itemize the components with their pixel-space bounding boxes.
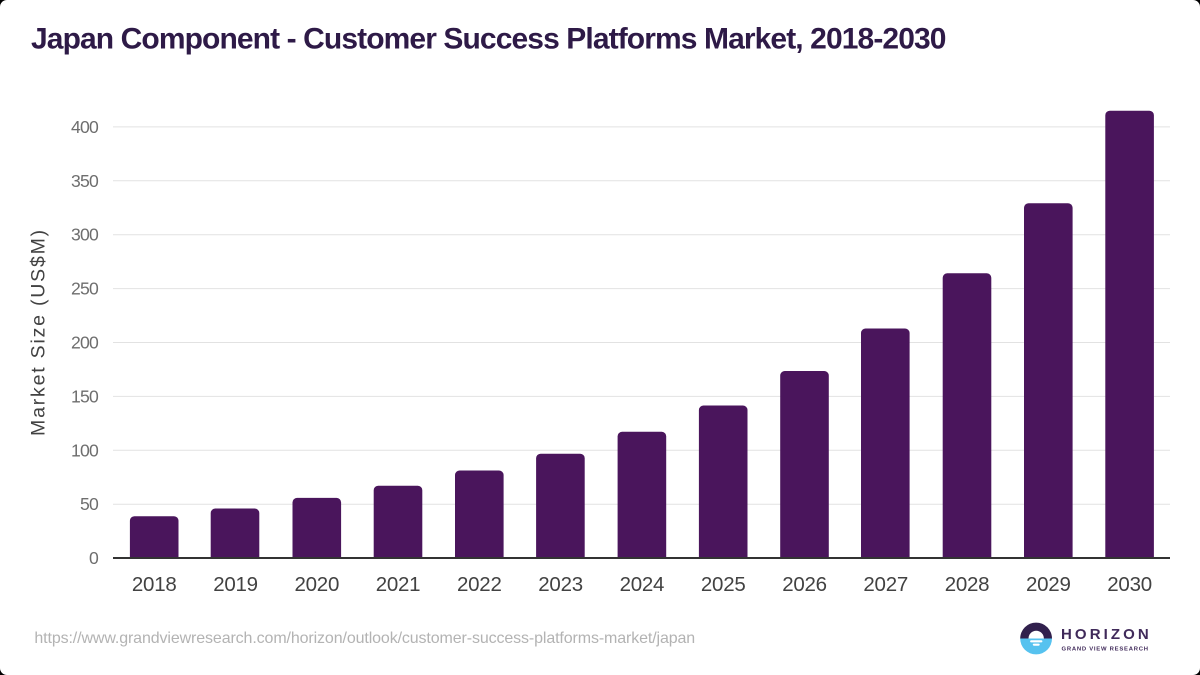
svg-text:GRAND VIEW RESEARCH: GRAND VIEW RESEARCH <box>1062 647 1149 653</box>
svg-text:250: 250 <box>71 279 99 299</box>
svg-text:Japan Component - Customer Suc: Japan Component - Customer Success Platf… <box>31 23 946 56</box>
svg-text:HORIZON: HORIZON <box>1061 626 1152 643</box>
svg-text:2030: 2030 <box>1107 573 1152 596</box>
svg-text:400: 400 <box>71 117 99 137</box>
svg-text:2021: 2021 <box>376 573 421 596</box>
svg-text:300: 300 <box>71 225 99 245</box>
svg-text:2026: 2026 <box>782 573 827 596</box>
svg-text:0: 0 <box>89 548 99 568</box>
svg-text:Market Size (US$M): Market Size (US$M) <box>27 228 49 436</box>
svg-text:350: 350 <box>71 171 99 191</box>
svg-text:2020: 2020 <box>294 573 339 596</box>
svg-text:2027: 2027 <box>863 573 908 596</box>
svg-text:2018: 2018 <box>132 573 177 596</box>
svg-text:2029: 2029 <box>1026 573 1071 596</box>
svg-text:2022: 2022 <box>457 573 502 596</box>
svg-text:2024: 2024 <box>620 573 665 596</box>
svg-text:200: 200 <box>71 333 99 353</box>
svg-text:2028: 2028 <box>945 573 990 596</box>
svg-text:100: 100 <box>71 440 99 460</box>
svg-text:50: 50 <box>80 494 99 514</box>
svg-text:150: 150 <box>71 386 99 406</box>
svg-text:2025: 2025 <box>701 573 746 596</box>
svg-text:https://www.grandviewresearch.: https://www.grandviewresearch.com/horizo… <box>34 630 695 647</box>
svg-text:2023: 2023 <box>538 573 583 596</box>
svg-text:2019: 2019 <box>213 573 258 596</box>
